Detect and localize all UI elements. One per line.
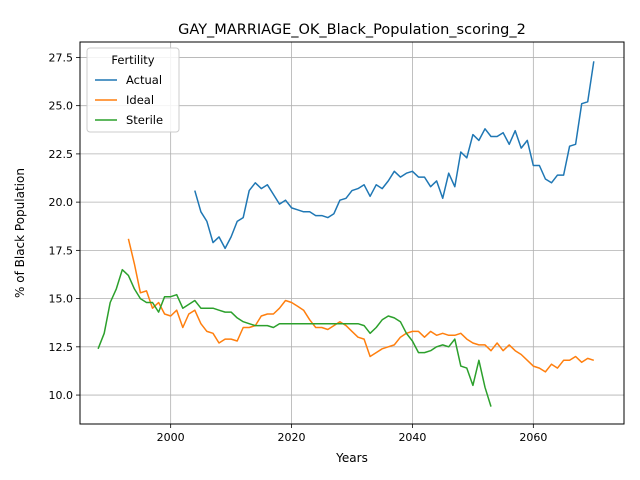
series-line-sterile — [97, 268, 492, 407]
x-tick-label: 2040 — [398, 431, 426, 444]
y-tick-label: 15.0 — [49, 293, 74, 306]
legend-title: Fertility — [111, 53, 154, 67]
y-tick-label: 12.5 — [49, 341, 74, 354]
y-tick-label: 25.0 — [49, 100, 74, 113]
plot-area-frame — [79, 41, 625, 425]
grid — [80, 42, 624, 424]
y-tick-label: 20.0 — [49, 196, 74, 209]
legend-label-actual: Actual — [126, 73, 162, 87]
x-tick-label: 2000 — [157, 431, 185, 444]
x-tick-label: 2020 — [278, 431, 306, 444]
chart-title: GAY_MARRIAGE_OK_Black_Population_scoring… — [178, 22, 526, 38]
y-axis-ticks: 10.0 12.5 15.0 17.5 20.0 22.5 25.0 27.5 — [49, 51, 80, 402]
y-tick-label: 27.5 — [49, 51, 74, 64]
legend: Fertility Actual Ideal Sterile — [86, 47, 180, 133]
y-tick-label: 22.5 — [49, 148, 74, 161]
series-lines — [97, 61, 595, 407]
y-tick-label: 10.0 — [49, 389, 74, 402]
series-line-actual — [194, 61, 595, 250]
legend-box — [86, 47, 180, 133]
legend-label-ideal: Ideal — [126, 93, 154, 107]
y-axis-label: % of Black Population — [13, 168, 27, 298]
y-tick-label: 17.5 — [49, 244, 74, 257]
legend-label-sterile: Sterile — [126, 113, 163, 127]
x-axis-label: Years — [335, 451, 368, 465]
x-tick-label: 2060 — [519, 431, 547, 444]
series-line-ideal — [127, 238, 595, 373]
x-axis-ticks: 2000 2020 2040 2060 — [157, 424, 547, 444]
